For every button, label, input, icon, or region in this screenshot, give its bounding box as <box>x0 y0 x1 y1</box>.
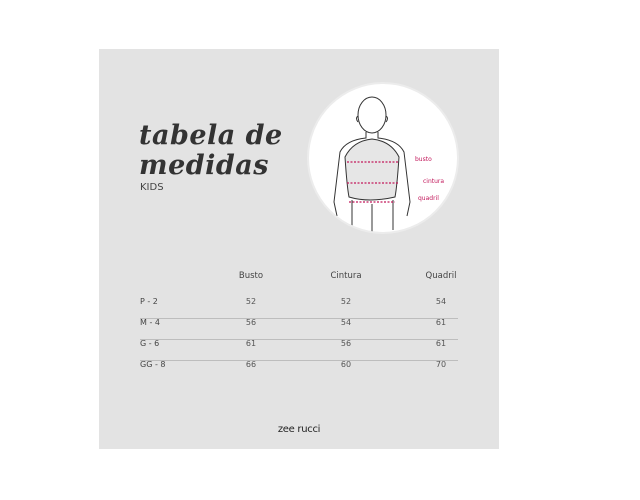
cell: 61 <box>435 318 447 327</box>
size-label: G - 6 <box>140 339 160 348</box>
subtitle: KIDS <box>140 182 164 193</box>
figure-label-quadril: quadril <box>418 195 439 202</box>
figure-label-cintura: cintura <box>423 178 444 185</box>
figure-label-busto: busto <box>415 156 432 163</box>
size-label: GG - 8 <box>140 360 166 369</box>
size-label: P - 2 <box>140 297 158 306</box>
table-row: GG - 8 66 60 70 <box>140 360 458 381</box>
table-row: G - 6 61 56 61 <box>140 339 458 361</box>
cell: 54 <box>435 297 447 306</box>
header-cintura: Cintura <box>330 271 362 281</box>
cell: 61 <box>245 339 257 348</box>
cell: 54 <box>340 318 352 327</box>
cell: 52 <box>245 297 257 306</box>
body-measurement-figure: busto cintura quadril <box>307 82 459 234</box>
cell: 60 <box>340 360 352 369</box>
header-quadril: Quadril <box>425 271 457 281</box>
cell: 52 <box>340 297 352 306</box>
cell: 70 <box>435 360 447 369</box>
cell: 66 <box>245 360 257 369</box>
size-label: M - 4 <box>140 318 160 327</box>
cell: 56 <box>245 318 257 327</box>
table-row: P - 2 52 52 54 <box>140 297 458 319</box>
page-title: tabela de medidas <box>139 120 283 181</box>
size-chart-panel: tabela de medidas KIDS busto cintura quad… <box>99 49 499 449</box>
cell: 56 <box>340 339 352 348</box>
brand-logo: zee rucci <box>277 424 321 435</box>
header-busto: Busto <box>238 271 264 281</box>
measurement-lines <box>347 161 398 203</box>
table-row: M - 4 56 54 61 <box>140 318 458 340</box>
cell: 61 <box>435 339 447 348</box>
